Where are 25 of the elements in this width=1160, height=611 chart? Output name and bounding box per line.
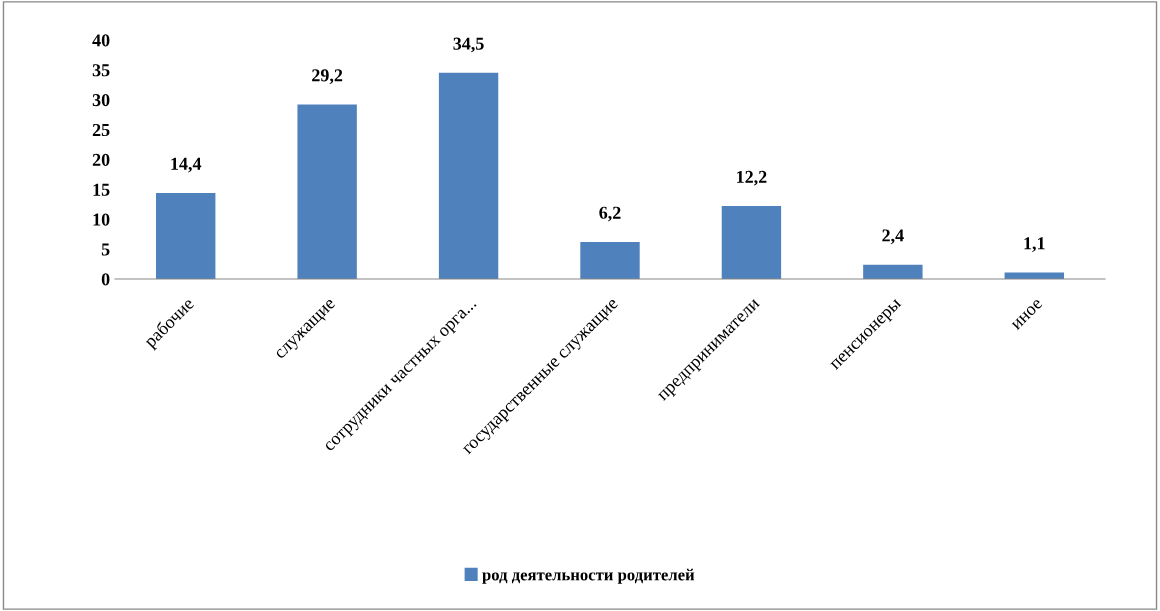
text: 14,4: [171, 157, 202, 173]
y-tick-label: 10: [93, 213, 110, 226]
text: 2,4: [882, 229, 904, 245]
y-tick-label: 35: [92, 64, 110, 77]
bar: [438, 72, 499, 279]
bar: [580, 241, 640, 279]
bar: [156, 192, 216, 279]
bar: [863, 264, 923, 279]
y-tick-label: 25: [92, 123, 110, 137]
text: 34,5: [453, 37, 484, 53]
y-tick-label: 40: [92, 34, 110, 47]
bar: [297, 104, 357, 279]
text: 29,2: [312, 69, 343, 85]
legend-label: род деятельности родителей: [482, 568, 695, 584]
y-tick-label: 0: [101, 273, 110, 286]
y-tick-label: 20: [92, 153, 110, 166]
y-tick-label: 15: [93, 183, 110, 196]
text: 1,1: [1024, 237, 1045, 252]
bar: [721, 206, 782, 279]
y-tick-label: 30: [92, 94, 110, 107]
y-tick-label: 5: [101, 243, 110, 256]
x-tick-label: иное: [1011, 298, 1043, 331]
text: 6,2: [599, 206, 621, 222]
text: 12,2: [737, 170, 767, 186]
bar: [1004, 272, 1064, 279]
